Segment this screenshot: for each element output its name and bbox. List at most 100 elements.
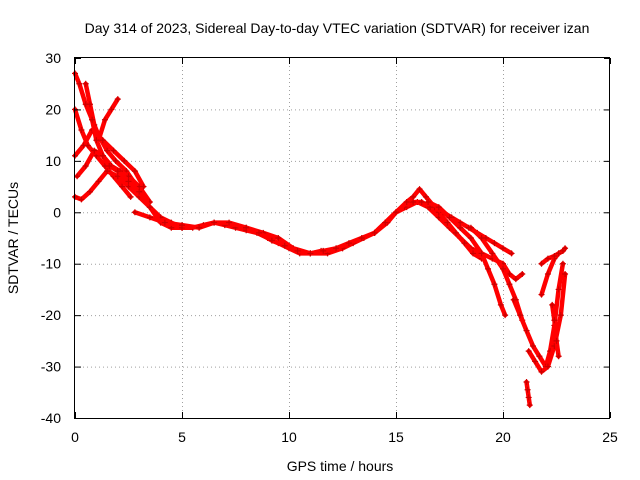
- data-point: [382, 219, 389, 226]
- data-point: [119, 183, 126, 190]
- series-arc-17: [549, 301, 562, 360]
- data-point: [211, 219, 218, 226]
- data-point: [461, 240, 468, 247]
- data-point: [444, 219, 451, 226]
- data-point: [523, 327, 530, 334]
- data-point: [294, 247, 301, 254]
- x-tick-label: 15: [388, 429, 404, 445]
- data-point: [104, 147, 111, 154]
- data-point: [268, 237, 275, 244]
- data-point: [489, 250, 496, 257]
- data-point: [99, 152, 106, 159]
- series-trace: [549, 302, 561, 359]
- data-point: [114, 173, 121, 180]
- y-tick-label: 30: [45, 50, 61, 66]
- data-point: [86, 101, 93, 108]
- data-point: [393, 209, 399, 216]
- data-point: [422, 193, 429, 200]
- data-point: [557, 312, 564, 319]
- data-point: [551, 253, 558, 259]
- x-tick-label: 5: [178, 429, 186, 445]
- data-point: [555, 353, 562, 360]
- data-point: [106, 163, 113, 169]
- series-trace: [425, 199, 508, 318]
- data-point: [74, 173, 81, 180]
- series-trace: [243, 199, 484, 261]
- data-point: [538, 291, 545, 298]
- series-trace: [511, 261, 566, 369]
- data-point: [470, 250, 477, 257]
- series-trace: [89, 117, 525, 282]
- data-point: [517, 312, 524, 319]
- data-point: [544, 363, 551, 370]
- series-arc-14: [525, 271, 569, 375]
- data-point: [508, 250, 515, 257]
- series-trace: [524, 379, 533, 408]
- data-point: [562, 271, 569, 277]
- series-trace: [72, 107, 133, 200]
- y-tick-label: -40: [41, 410, 61, 426]
- data-point: [478, 250, 485, 257]
- data-point: [89, 116, 96, 123]
- axis-ticks: [75, 58, 611, 419]
- data-point: [497, 301, 504, 308]
- data-point: [76, 80, 83, 87]
- data-point: [114, 96, 121, 103]
- data-point: [403, 199, 410, 205]
- x-tick-labels: 0 5 10 15 20 25: [71, 429, 618, 445]
- data-point: [140, 183, 147, 190]
- data-point: [121, 157, 128, 164]
- x-tick-label: 10: [281, 429, 297, 445]
- data-point: [457, 219, 464, 226]
- y-tick-label: -30: [41, 359, 61, 375]
- grid-lines: [75, 58, 610, 418]
- data-point: [491, 281, 498, 288]
- data-point: [99, 137, 106, 144]
- data-point: [410, 199, 417, 205]
- data-point: [320, 247, 327, 254]
- data-point: [526, 402, 533, 409]
- series-arc-11: [425, 199, 509, 319]
- data-point: [491, 240, 498, 247]
- data-point: [275, 235, 282, 241]
- series-arc-18: [523, 379, 533, 409]
- data-point: [435, 204, 442, 211]
- data-point: [457, 224, 464, 231]
- data-point: [555, 250, 562, 257]
- data-point: [551, 317, 558, 324]
- data-point: [281, 242, 288, 249]
- data-point: [108, 106, 115, 113]
- data-point: [146, 204, 153, 211]
- series-trace: [72, 127, 146, 189]
- data-point: [125, 183, 132, 190]
- data-point: [559, 247, 566, 254]
- data-point: [418, 199, 425, 205]
- series-arc-9: [243, 199, 485, 262]
- data-point: [256, 229, 263, 236]
- series-arc-7: [89, 116, 526, 283]
- data-point: [307, 250, 314, 257]
- data-point: [525, 394, 532, 401]
- data-point: [425, 199, 432, 205]
- data-point: [101, 116, 108, 123]
- data-point: [467, 235, 474, 241]
- data-point: [553, 337, 560, 344]
- data-point: [478, 235, 485, 241]
- data-point: [544, 255, 551, 262]
- data-point: [416, 186, 423, 193]
- data-point: [80, 142, 87, 149]
- series-arc-16: [538, 247, 566, 267]
- data-point: [93, 137, 100, 144]
- data-point: [529, 343, 536, 349]
- data-point: [532, 358, 539, 365]
- data-point: [226, 219, 233, 226]
- data-point: [243, 224, 250, 231]
- data-point: [78, 127, 85, 133]
- data-point: [78, 196, 85, 203]
- data-point: [131, 168, 138, 175]
- data-point: [525, 348, 532, 355]
- data-point: [502, 312, 509, 319]
- y-tick-label: 20: [45, 101, 61, 117]
- data-point: [114, 168, 121, 175]
- data-point: [358, 235, 365, 241]
